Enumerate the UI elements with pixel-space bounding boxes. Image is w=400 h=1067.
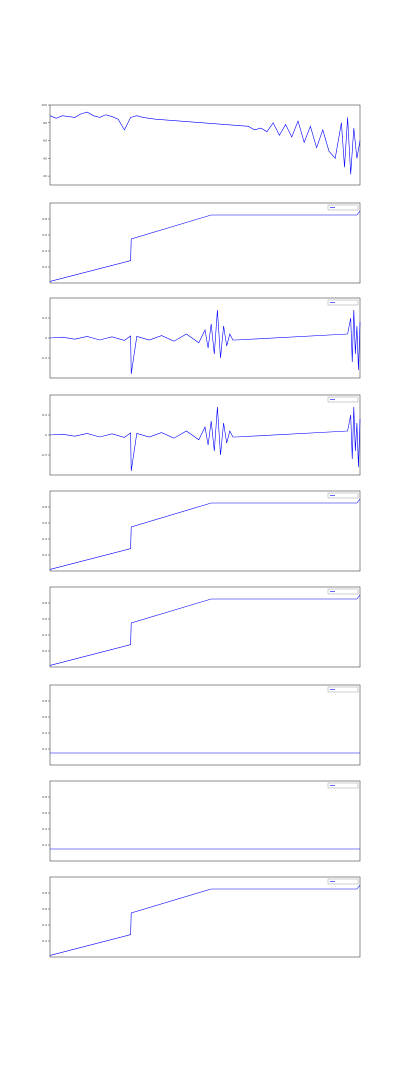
y-tick-label: 0.4 — [42, 537, 47, 541]
plot-frame — [49, 490, 361, 572]
y-tick-label: 0 — [45, 336, 47, 340]
plot-frame — [49, 104, 361, 186]
data-line — [49, 111, 361, 175]
y-tick-label: 40 — [43, 156, 47, 160]
data-line — [49, 309, 361, 375]
y-tick-label: 80 — [43, 121, 47, 125]
y-tick-label: -0.5 — [41, 453, 47, 457]
y-tick-label: -0.5 — [41, 356, 47, 360]
y-tick-label: 0.6 — [42, 233, 47, 237]
legend-box — [327, 396, 359, 403]
y-tick-label: 0.8 — [42, 699, 47, 703]
y-tick-label: 0.4 — [42, 731, 47, 735]
y-tick-label: 0.2 — [42, 265, 47, 269]
plot-frame — [49, 297, 361, 379]
y-tick-label: 0.2 — [42, 553, 47, 557]
y-tick-label: 100 — [41, 103, 47, 107]
y-tick-label: 0.2 — [42, 747, 47, 751]
plot-frame — [49, 586, 361, 668]
y-tick-label: 0.6 — [42, 521, 47, 525]
y-tick-label: 0.8 — [42, 217, 47, 221]
y-tick-label: 0.2 — [42, 843, 47, 847]
data-line — [49, 594, 361, 666]
y-tick-label: 0.6 — [42, 907, 47, 911]
y-tick-label: 0.4 — [42, 827, 47, 831]
y-tick-label: 0.6 — [42, 617, 47, 621]
y-tick-label: 0.8 — [42, 891, 47, 895]
y-tick-label: 0.4 — [42, 249, 47, 253]
y-tick-label: 0.8 — [42, 505, 47, 509]
plot-frame — [49, 202, 361, 284]
data-line — [49, 406, 361, 472]
data-line — [49, 210, 361, 282]
legend-box — [327, 588, 359, 595]
plot-frame — [49, 684, 361, 766]
y-tick-label: 0.5 — [42, 316, 47, 320]
legend-box — [327, 204, 359, 211]
legend-box — [327, 492, 359, 499]
y-tick-label: 20 — [43, 174, 47, 178]
y-tick-label: 0.6 — [42, 811, 47, 815]
y-tick-label: 60 — [43, 139, 47, 143]
legend-box — [327, 878, 359, 885]
data-line — [49, 884, 361, 956]
legend-box — [327, 782, 359, 789]
y-tick-label: 0.5 — [42, 413, 47, 417]
y-tick-label: 0.2 — [42, 939, 47, 943]
y-tick-label: 0.8 — [42, 601, 47, 605]
plot-frame — [49, 394, 361, 476]
y-tick-label: 0.4 — [42, 923, 47, 927]
y-tick-label: 0.8 — [42, 795, 47, 799]
y-tick-label: 0.2 — [42, 649, 47, 653]
legend-box — [327, 299, 359, 306]
y-tick-label: 0 — [45, 433, 47, 437]
y-tick-label: 0.6 — [42, 715, 47, 719]
y-tick-label: 0.4 — [42, 633, 47, 637]
plot-frame — [49, 780, 361, 862]
legend-box — [327, 686, 359, 693]
data-line — [49, 498, 361, 570]
plot-frame — [49, 876, 361, 958]
